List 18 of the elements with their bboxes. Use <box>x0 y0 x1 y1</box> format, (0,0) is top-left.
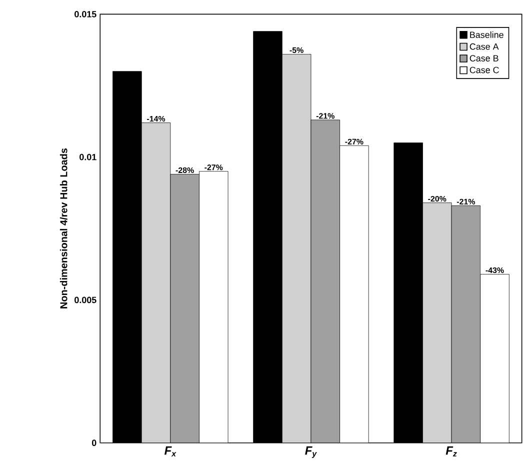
y-axis-title: Non-dimensional 4/rev Hub Loads <box>60 148 68 308</box>
x-tick-label: F$_{y}$ <box>305 446 317 458</box>
y-tick-label: 0.015 <box>74 10 96 18</box>
y-tick-label: 0.005 <box>74 296 96 304</box>
bar <box>170 174 200 443</box>
bar <box>422 202 452 443</box>
y-tick-label: 0 <box>92 440 96 446</box>
bar <box>141 122 171 443</box>
legend-label: Case A <box>470 43 499 50</box>
x-tick-label: F$_{x}$ <box>164 446 176 456</box>
x-tick-label: F$_{z}$ <box>446 446 457 456</box>
legend-label: Case B <box>470 55 498 62</box>
bar <box>282 54 312 443</box>
bar <box>310 120 340 443</box>
bar <box>451 205 481 443</box>
y-tick-label: 0.01 <box>80 154 96 160</box>
legend-label: Baseline <box>470 31 504 38</box>
legend-label: Case C <box>470 66 499 74</box>
